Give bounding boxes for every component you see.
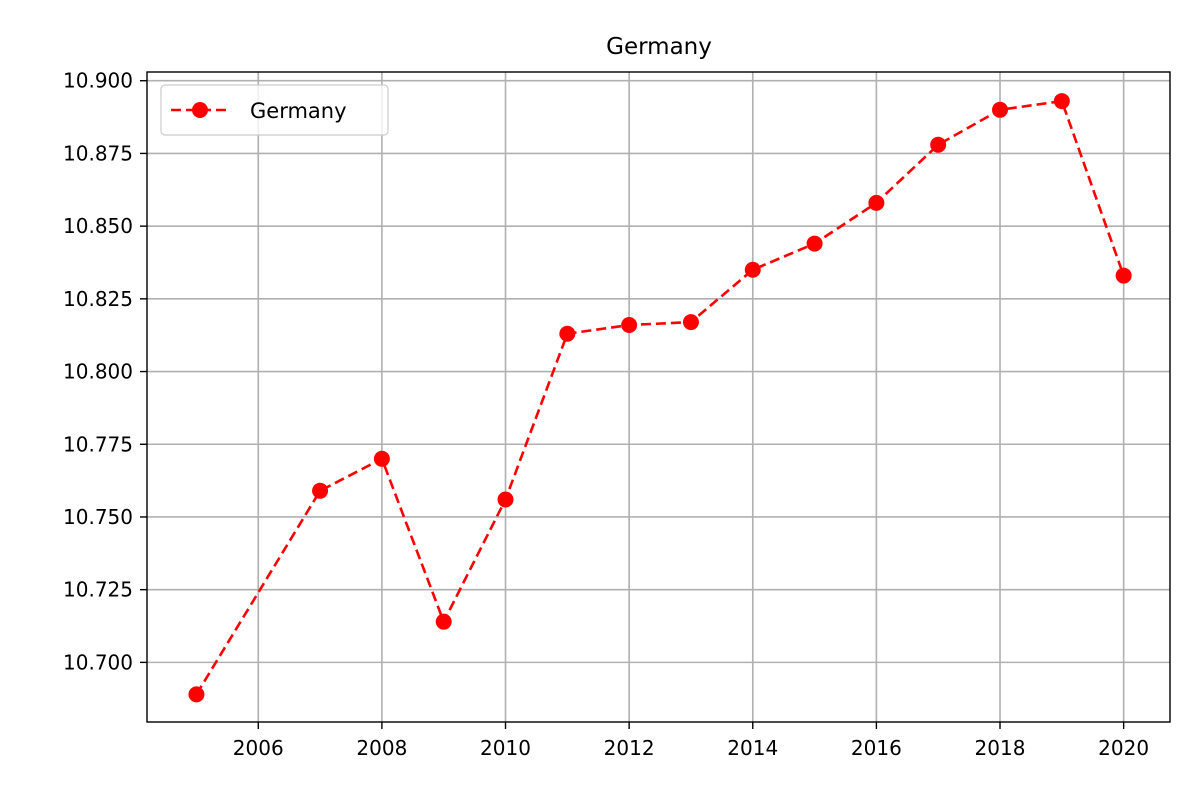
y-tick-label: 10.900 [63, 69, 133, 93]
data-point [373, 450, 390, 467]
x-tick-label: 2008 [356, 736, 407, 760]
x-tick-label: 2012 [604, 736, 655, 760]
y-tick-label: 10.775 [63, 432, 133, 456]
series-layer [188, 93, 1132, 703]
data-point [806, 235, 823, 252]
legend-box [160, 84, 389, 136]
y-tick-label: 10.750 [63, 505, 133, 529]
data-point [188, 686, 205, 703]
x-tick-label: 2006 [233, 736, 284, 760]
grid-lines [147, 72, 1170, 722]
legend-marker-sample [192, 102, 208, 118]
legend-label: Germany [250, 99, 347, 123]
x-tick-label: 2016 [851, 736, 902, 760]
y-tick-label: 10.800 [63, 360, 133, 384]
axes-frame [146, 71, 1171, 723]
data-point [868, 194, 885, 211]
data-point [559, 325, 576, 342]
data-point [744, 261, 761, 278]
data-point [621, 317, 638, 334]
y-tick-label: 10.725 [63, 578, 133, 602]
y-tick-label: 10.850 [63, 214, 133, 238]
x-tick-label: 2010 [480, 736, 531, 760]
x-tick-label: 2014 [727, 736, 778, 760]
data-point [497, 491, 514, 508]
data-point [992, 101, 1009, 118]
data-point [1115, 267, 1132, 284]
y-tick-label: 10.875 [63, 141, 133, 165]
tick-layer: 2006 2008 2010 2012 2014 2016 2018 2020 10.700 10… [63, 69, 1149, 760]
data-point [435, 613, 452, 630]
legend: Germany [160, 84, 389, 136]
x-tick-label: 2018 [975, 736, 1026, 760]
data-point [1053, 93, 1070, 110]
x-tick-label: 2020 [1098, 736, 1149, 760]
data-point [682, 314, 699, 331]
chart-title: Germany [606, 34, 712, 60]
data-point [930, 136, 947, 153]
data-point [312, 482, 329, 499]
y-tick-label: 10.700 [63, 650, 133, 674]
y-tick-label: 10.825 [63, 287, 133, 311]
